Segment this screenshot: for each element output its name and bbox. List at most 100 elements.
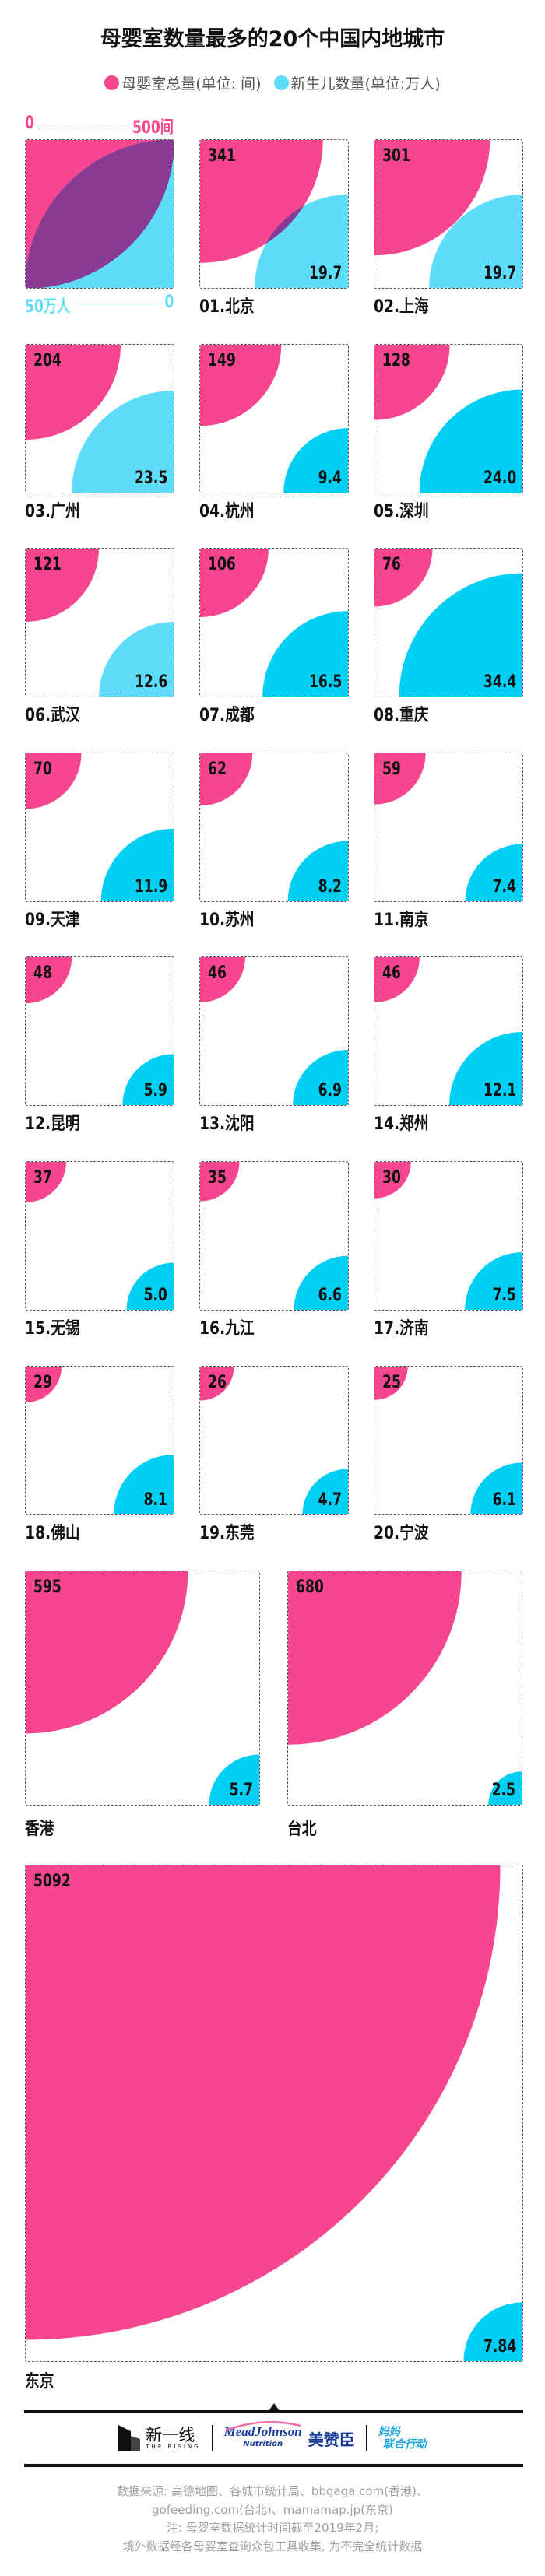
city-box: 29 8.1 <box>25 1366 174 1515</box>
quarter-circles <box>374 140 522 288</box>
key-births-max: 50万人 <box>25 297 71 317</box>
legend-label-rooms: 母婴室总量(单位: 间) <box>121 75 262 93</box>
city-label: 10.苏州 <box>199 911 255 930</box>
city-box: 30 7.5 <box>374 1161 523 1311</box>
quarter-circles <box>26 753 174 901</box>
births-value: 34.4 <box>483 672 516 692</box>
the-rising-logo-icon <box>118 2425 141 2451</box>
city-label: 02.上海 <box>374 297 429 317</box>
births-quarter-circle <box>488 1771 522 1805</box>
quarter-circles <box>200 957 348 1105</box>
rooms-value: 46 <box>382 963 401 983</box>
city-label: 07.成都 <box>199 706 255 725</box>
quarter-circles <box>26 549 174 697</box>
quarter-circles <box>26 957 174 1105</box>
logo-separator <box>211 2425 213 2451</box>
births-value: 19.7 <box>483 264 516 283</box>
scale-key-box <box>25 139 174 289</box>
city-box: 121 12.6 <box>25 548 174 697</box>
city-box: 62 8.2 <box>199 753 349 902</box>
quarter-circles <box>374 753 522 901</box>
births-value: 8.2 <box>318 877 342 897</box>
city-box: 204 23.5 <box>25 344 174 493</box>
births-value: 6.6 <box>318 1286 342 1305</box>
logo-mama-1: 妈妈 <box>378 2426 400 2438</box>
births-value: 24.0 <box>483 469 516 488</box>
births-value: 19.7 <box>308 264 342 283</box>
rooms-value: 62 <box>208 760 227 779</box>
city-label: 19.东莞 <box>199 1524 255 1543</box>
city-label: 01.北京 <box>199 297 255 317</box>
quarter-circles <box>200 345 348 493</box>
births-quarter-circle <box>399 573 522 697</box>
footer-divider-bottom <box>24 2464 523 2467</box>
city-label: 12.昆明 <box>25 1114 80 1134</box>
rooms-value: 26 <box>208 1373 227 1392</box>
city-box: 37 5.0 <box>25 1161 174 1311</box>
rooms-quarter-circle <box>374 549 433 607</box>
rooms-quarter-circle <box>26 549 99 622</box>
births-quarter-circle <box>429 195 522 288</box>
triangle-marker-icon <box>269 2403 280 2411</box>
rooms-quarter-circle <box>26 1162 66 1202</box>
city-label: 20.宁波 <box>374 1524 429 1543</box>
births-value: 8.1 <box>143 1490 167 1510</box>
quarter-circles <box>26 1367 174 1514</box>
city-label: 11.南京 <box>374 911 429 930</box>
city-label: 18.佛山 <box>25 1524 80 1543</box>
quarter-circles <box>200 1367 348 1514</box>
births-value: 23.5 <box>134 469 167 488</box>
births-quarter-circle <box>449 1032 522 1105</box>
births-value: 5.0 <box>143 1286 167 1305</box>
births-value: 5.7 <box>229 1781 253 1800</box>
births-quarter-circle <box>470 1462 522 1514</box>
logo-mead-text: MeadJohnson <box>223 2424 302 2439</box>
note-line: 境外数据经各母婴室查询众包工具收集, 为不完全统计数据 <box>122 2539 423 2553</box>
note-line: 注: 母婴室数据统计时间截至2019年2月; <box>166 2521 379 2535</box>
logo-mead-johnson: MeadJohnson Nutrition 美赞臣 <box>223 2421 355 2451</box>
rooms-quarter-circle <box>200 1162 240 1202</box>
rooms-value: 121 <box>33 555 62 574</box>
city-box: 48 5.9 <box>25 956 174 1106</box>
rooms-value: 5092 <box>33 1872 71 1891</box>
quarter-circles <box>26 1162 174 1310</box>
births-quarter-circle <box>465 844 522 901</box>
city-box: 5092 7.84 <box>25 1865 523 2362</box>
births-quarter-circle <box>99 622 174 697</box>
rooms-value: 25 <box>382 1373 401 1392</box>
city-box: 26 4.7 <box>199 1366 349 1515</box>
births-quarter-circle <box>209 1754 259 1805</box>
births-quarter-circle <box>465 1252 522 1310</box>
source-line: 数据来源: 高德地图、各城市统计局、bbgaga.com(香港)、 <box>117 2484 428 2498</box>
rooms-quarter-circle <box>200 345 282 426</box>
city-box: 70 11.9 <box>25 753 174 902</box>
legend-swatch-rooms <box>104 75 120 90</box>
city-box: 76 34.4 <box>374 548 523 697</box>
city-label: 05.深圳 <box>374 502 429 521</box>
rooms-quarter-circle <box>26 1571 188 1734</box>
quarter-circles <box>374 549 522 697</box>
rooms-value: 301 <box>382 146 410 166</box>
births-quarter-circle <box>126 1262 174 1310</box>
legend: 母婴室总量(单位: 间) 新生儿数量(单位:万人) <box>0 72 545 93</box>
city-label: 17.济南 <box>374 1319 429 1339</box>
quarter-circles <box>26 140 174 288</box>
births-quarter-circle <box>419 389 522 493</box>
logo-mama-2: 联合行动 <box>382 2438 427 2451</box>
births-value: 2.5 <box>491 1781 515 1800</box>
rooms-value: 76 <box>382 555 401 574</box>
city-box: 595 5.7 <box>25 1571 260 1806</box>
rooms-quarter-circle <box>26 345 121 440</box>
rooms-value: 37 <box>33 1168 52 1188</box>
rooms-quarter-circle <box>374 1367 408 1400</box>
overlap-region <box>26 140 174 288</box>
logo-rising-cn: 新一线 <box>146 2426 195 2444</box>
city-label: 04.杭州 <box>199 502 255 521</box>
logo-rising-en: THE RISING <box>146 2444 201 2450</box>
city-label: 14.郑州 <box>374 1114 429 1134</box>
births-quarter-circle <box>302 1469 348 1514</box>
city-box: 106 16.5 <box>199 548 349 697</box>
footer-divider-top <box>24 2410 523 2413</box>
city-box: 59 7.4 <box>374 753 523 902</box>
births-quarter-circle <box>255 195 348 288</box>
